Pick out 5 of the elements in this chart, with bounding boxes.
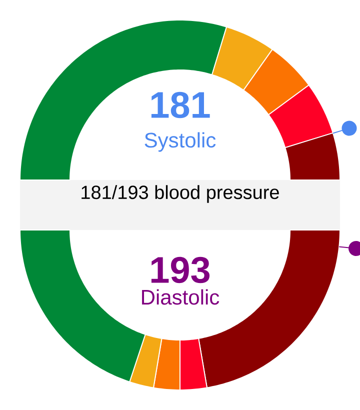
text: 193 <box>151 256 210 284</box>
text: Systolic <box>144 132 216 152</box>
text: Diastolic <box>142 289 220 305</box>
text: 181/193 blood pressure <box>82 185 279 203</box>
text: 181 <box>151 92 210 118</box>
